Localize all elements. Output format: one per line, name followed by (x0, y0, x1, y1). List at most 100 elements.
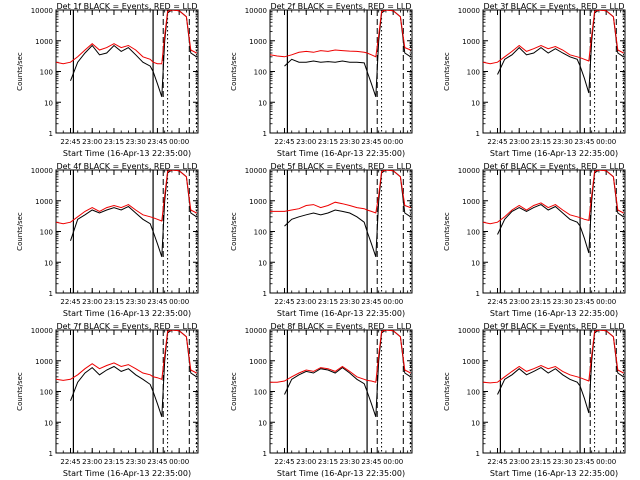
y-tick-label: 1 (263, 290, 267, 298)
events-series-line (284, 170, 411, 257)
x-tick-label: 23:30 (126, 298, 146, 306)
panel-title: Det 4f BLACK = Events, RED = LLD (56, 162, 197, 171)
y-tick-label: 10000 (245, 7, 267, 15)
x-axis-label: Start Time (16-Apr-13 22:35:00) (490, 309, 618, 318)
y-axis-label: Counts/sec (230, 372, 238, 411)
plot-frame (269, 169, 413, 294)
x-tick-label: 23:45 (147, 298, 167, 306)
x-tick-label: 23:30 (340, 138, 360, 146)
x-axis-label: Start Time (16-Apr-13 22:35:00) (490, 149, 618, 158)
plot-frame (269, 9, 413, 134)
panel-title: Det 8f BLACK = Events, RED = LLD (270, 322, 411, 331)
y-tick-label: 1000 (35, 198, 53, 206)
x-tick-label: 23:15 (318, 298, 338, 306)
y-tick-label: 10 (471, 419, 480, 427)
y-tick-label: 10 (258, 259, 267, 267)
y-tick-label: 1 (49, 450, 53, 458)
lld-series-line (270, 10, 411, 58)
x-tick-label: 22:45 (60, 458, 80, 466)
x-tick-label: 23:00 (82, 458, 102, 466)
x-axis-label: Start Time (16-Apr-13 22:35:00) (63, 309, 191, 318)
x-tick-label: 23:15 (318, 458, 338, 466)
plot-frame (482, 169, 626, 294)
events-series-line (497, 10, 624, 94)
x-tick-label: 22:45 (487, 458, 507, 466)
x-tick-label: 23:15 (531, 138, 551, 146)
panel-det-5f: Det 5f BLACK = Events, RED = LLD Counts/s… (230, 162, 413, 318)
x-tick-label: 22:45 (274, 138, 294, 146)
x-axis-label: Start Time (16-Apr-13 22:35:00) (490, 469, 618, 478)
y-tick-label: 1 (263, 450, 267, 458)
x-tick-label: 23:30 (553, 298, 573, 306)
lld-series-line (56, 330, 197, 381)
x-tick-label: 23:30 (340, 298, 360, 306)
x-axis-label: Start Time (16-Apr-13 22:35:00) (277, 309, 405, 318)
x-tick-label: 22:45 (487, 138, 507, 146)
panel-det-7f: Det 7f BLACK = Events, RED = LLD Counts/s… (16, 322, 199, 478)
panel-det-9f: Det 9f BLACK = Events, RED = LLD Counts/s… (443, 322, 626, 478)
x-tick-label: 23:45 (574, 298, 594, 306)
plot-frame (482, 329, 626, 454)
y-axis-label: Counts/sec (443, 372, 451, 411)
plot-frame (269, 329, 413, 454)
panel-title: Det 2f BLACK = Events, RED = LLD (270, 2, 411, 11)
y-tick-label: 10000 (458, 7, 480, 15)
x-tick-label: 00:00 (383, 298, 403, 306)
events-series-line (70, 10, 197, 97)
x-tick-label: 00:00 (169, 298, 189, 306)
y-tick-label: 1 (476, 130, 480, 138)
x-tick-label: 00:00 (169, 458, 189, 466)
panel-det-2f: Det 2f BLACK = Events, RED = LLD Counts/s… (230, 2, 413, 158)
lld-series-line (483, 330, 624, 384)
y-tick-label: 10 (44, 99, 53, 107)
y-tick-label: 1000 (35, 358, 53, 366)
x-tick-label: 00:00 (596, 458, 616, 466)
x-tick-label: 00:00 (383, 458, 403, 466)
events-series-line (284, 330, 411, 417)
y-tick-label: 100 (467, 389, 480, 397)
events-series-line (70, 330, 197, 417)
x-axis-label: Start Time (16-Apr-13 22:35:00) (63, 469, 191, 478)
x-tick-label: 23:30 (340, 458, 360, 466)
x-tick-label: 23:30 (553, 138, 573, 146)
x-tick-label: 23:45 (147, 138, 167, 146)
plot-frame (55, 329, 199, 454)
events-series-line (284, 10, 411, 97)
y-tick-label: 10000 (458, 167, 480, 175)
panel-title: Det 3f BLACK = Events, RED = LLD (483, 2, 624, 11)
x-tick-label: 23:00 (509, 138, 529, 146)
y-tick-label: 10 (471, 99, 480, 107)
lld-series-line (270, 170, 411, 214)
y-tick-label: 1 (476, 290, 480, 298)
x-tick-label: 23:00 (82, 298, 102, 306)
y-tick-label: 10000 (31, 7, 53, 15)
y-tick-label: 1000 (249, 198, 267, 206)
y-tick-label: 100 (40, 69, 53, 77)
y-tick-label: 10000 (31, 167, 53, 175)
y-tick-label: 1 (49, 130, 53, 138)
x-tick-label: 23:30 (126, 138, 146, 146)
y-tick-label: 100 (40, 389, 53, 397)
x-tick-label: 23:45 (574, 138, 594, 146)
x-tick-label: 23:15 (531, 458, 551, 466)
x-tick-label: 23:00 (509, 298, 529, 306)
events-series-line (497, 330, 624, 414)
y-tick-label: 1 (476, 450, 480, 458)
x-tick-label: 23:00 (296, 298, 316, 306)
y-axis-label: Counts/sec (443, 52, 451, 91)
y-tick-label: 1000 (462, 198, 480, 206)
y-tick-label: 1000 (462, 38, 480, 46)
y-axis-label: Counts/sec (230, 52, 238, 91)
y-tick-label: 10 (258, 419, 267, 427)
x-tick-label: 23:30 (553, 458, 573, 466)
panel-det-3f: Det 3f BLACK = Events, RED = LLD Counts/s… (443, 2, 626, 158)
x-axis-label: Start Time (16-Apr-13 22:35:00) (277, 469, 405, 478)
y-axis-label: Counts/sec (230, 212, 238, 251)
y-tick-label: 10 (471, 259, 480, 267)
y-tick-label: 100 (254, 389, 267, 397)
plot-frame (482, 9, 626, 134)
x-tick-label: 23:15 (318, 138, 338, 146)
y-axis-label: Counts/sec (16, 212, 24, 251)
y-tick-label: 100 (467, 229, 480, 237)
